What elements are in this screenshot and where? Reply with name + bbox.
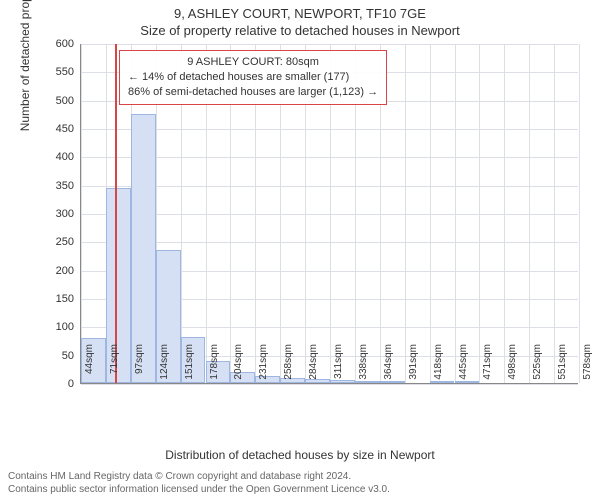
page-title-subtitle: Size of property relative to detached ho… [0,21,600,42]
y-tick-label: 50 [44,350,74,362]
annotation-line: 86% of semi-detached houses are larger (… [128,85,378,100]
x-tick-label: 204sqm [233,344,244,388]
x-tick-label: 418sqm [433,344,444,388]
x-tick-label: 338sqm [358,344,369,388]
gridline-v [504,44,505,383]
gridline-v [430,44,431,383]
x-tick-label: 97sqm [134,344,145,388]
y-tick-label: 500 [44,95,74,107]
plot-area: 9 ASHLEY COURT: 80sqm← 14% of detached h… [80,44,578,384]
x-tick-label: 311sqm [333,344,344,388]
x-tick-label: 178sqm [209,344,220,388]
annotation-line: 9 ASHLEY COURT: 80sqm [128,55,378,70]
x-tick-label: 551sqm [557,344,568,388]
y-tick-label: 350 [44,180,74,192]
annotation-line: ← 14% of detached houses are smaller (17… [128,70,378,85]
gridline-v [455,44,456,383]
x-tick-label: 471sqm [482,344,493,388]
page-title-address: 9, ASHLEY COURT, NEWPORT, TF10 7GE [0,0,600,21]
y-tick-label: 550 [44,66,74,78]
gridline-v [579,44,580,383]
gridline-v [81,44,82,383]
y-tick-label: 300 [44,208,74,220]
x-tick-label: 498sqm [507,344,518,388]
gridline-v [529,44,530,383]
x-tick-label: 124sqm [159,344,170,388]
y-tick-label: 0 [44,378,74,390]
gridline-v [554,44,555,383]
y-tick-label: 250 [44,236,74,248]
histogram-chart: Number of detached properties 9 ASHLEY C… [50,44,580,414]
x-tick-label: 258sqm [283,344,294,388]
gridline-h [81,384,578,385]
y-tick-label: 600 [44,38,74,50]
y-axis-label: Number of detached properties [18,0,32,131]
x-axis-label: Distribution of detached houses by size … [0,448,600,462]
x-tick-label: 445sqm [458,344,469,388]
x-tick-label: 284sqm [308,344,319,388]
attribution-footer: Contains HM Land Registry data © Crown c… [8,470,390,496]
y-tick-label: 400 [44,151,74,163]
y-tick-label: 200 [44,265,74,277]
reference-line [115,44,117,383]
x-tick-label: 151sqm [184,344,195,388]
footer-line2: Contains public sector information licen… [8,483,390,496]
y-tick-label: 150 [44,293,74,305]
x-tick-label: 71sqm [109,344,120,388]
x-tick-label: 44sqm [84,344,95,388]
x-tick-label: 578sqm [582,344,593,388]
y-tick-label: 100 [44,321,74,333]
footer-line1: Contains HM Land Registry data © Crown c… [8,470,390,483]
x-tick-label: 231sqm [258,344,269,388]
x-tick-label: 525sqm [532,344,543,388]
y-tick-label: 450 [44,123,74,135]
gridline-v [479,44,480,383]
gridline-v [405,44,406,383]
x-tick-label: 364sqm [383,344,394,388]
histogram-bar [131,114,156,383]
x-tick-label: 391sqm [408,344,419,388]
annotation-box: 9 ASHLEY COURT: 80sqm← 14% of detached h… [119,50,387,105]
